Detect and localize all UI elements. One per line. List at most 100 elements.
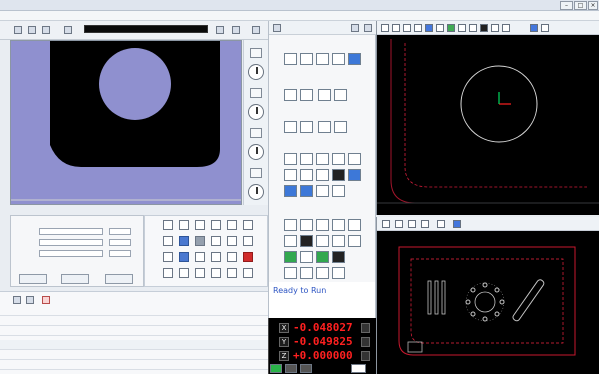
lock-icon[interactable] [232, 26, 240, 34]
cancel-button[interactable] [105, 274, 133, 284]
circle-feature-icon[interactable] [300, 169, 313, 181]
duplicate-icon[interactable] [318, 89, 331, 101]
edge-icon[interactable] [195, 236, 205, 246]
cad-options-icon[interactable] [502, 24, 510, 32]
results-export-icon[interactable] [26, 296, 34, 304]
camera-icon[interactable] [14, 26, 22, 34]
paste-icon[interactable] [300, 89, 313, 101]
panel-options-icon[interactable] [351, 24, 359, 32]
distance-feature-icon[interactable] [332, 153, 345, 165]
cad-bottom-pan-icon[interactable] [395, 220, 403, 228]
cone-feature-icon[interactable] [300, 185, 313, 197]
cad-view-top[interactable] [376, 21, 599, 215]
threshold-field[interactable] [39, 239, 103, 246]
view-layout-icon[interactable] [334, 121, 347, 133]
view-window-icon[interactable] [318, 121, 331, 133]
rectangle-icon[interactable] [195, 220, 205, 230]
minimize-button[interactable]: – [560, 1, 573, 10]
stop-icon[interactable] [243, 252, 253, 262]
ring-icon[interactable] [227, 268, 237, 278]
laser-dial[interactable] [248, 184, 264, 200]
top-light-dial[interactable] [248, 64, 264, 80]
results-delete-icon[interactable] [42, 296, 50, 304]
cad-bottom-select-icon[interactable] [382, 220, 390, 228]
cad-pan-icon[interactable] [403, 24, 411, 32]
light-icon[interactable] [42, 26, 50, 34]
sphere-feature-icon[interactable] [348, 169, 361, 181]
pause-icon[interactable] [216, 26, 224, 34]
threshold-unit-field[interactable] [109, 239, 131, 246]
construct-plane-icon[interactable] [284, 235, 297, 247]
document-icon[interactable] [273, 24, 281, 32]
gear-icon[interactable] [243, 220, 253, 230]
cad-layers-icon[interactable] [458, 24, 466, 32]
reset-button[interactable] [19, 274, 47, 284]
construct-filter-icon[interactable] [332, 251, 345, 263]
z-zero-button[interactable] [361, 351, 370, 361]
construct-center-icon[interactable] [316, 267, 329, 279]
cad-toggle-icon[interactable] [491, 24, 499, 32]
results-row[interactable] [0, 326, 268, 336]
point-feature-icon[interactable] [284, 153, 297, 165]
filter-field[interactable] [39, 250, 103, 257]
close-panel-icon[interactable] [364, 24, 372, 32]
circle-pair-icon[interactable] [332, 185, 345, 197]
cad-measure-icon[interactable] [436, 24, 444, 32]
cad-bottom-frame-icon[interactable] [408, 220, 416, 228]
construct-dash-icon[interactable] [300, 251, 313, 263]
construct-rotate-icon[interactable] [300, 267, 313, 279]
frame-icon[interactable] [195, 252, 205, 262]
cad-zoom-icon[interactable] [392, 24, 400, 32]
arc-feature-icon[interactable] [316, 153, 329, 165]
close-button[interactable]: × [588, 1, 598, 10]
target-icon[interactable] [227, 220, 237, 230]
filter-unit-field[interactable] [109, 250, 131, 257]
cad-select-icon[interactable] [425, 24, 433, 32]
cad-blue-icon[interactable] [530, 24, 538, 32]
top-light-icon[interactable] [250, 48, 262, 58]
point-icon[interactable] [163, 220, 173, 230]
cad-green-icon[interactable] [447, 24, 455, 32]
laser-icon[interactable] [250, 168, 262, 178]
construct-gear-icon[interactable] [284, 267, 297, 279]
construct-arc-icon[interactable] [316, 219, 329, 231]
view-split-icon[interactable] [300, 121, 313, 133]
line-pair-icon[interactable] [316, 185, 329, 197]
cad-home-icon[interactable] [381, 24, 389, 32]
results-row[interactable] [0, 350, 268, 360]
stack-icon[interactable] [211, 252, 221, 262]
construct-circle-icon[interactable] [316, 251, 329, 263]
copy-icon[interactable] [284, 89, 297, 101]
cad-bottom-pointer-icon[interactable] [437, 220, 445, 228]
cad-bottom-sync-icon[interactable] [453, 220, 461, 228]
edge-field[interactable] [39, 228, 103, 235]
view-single-icon[interactable] [284, 121, 297, 133]
display-icon[interactable] [243, 268, 253, 278]
contour-icon[interactable] [211, 236, 221, 246]
angle-feature-icon[interactable] [348, 153, 361, 165]
power-icon[interactable] [351, 364, 366, 373]
results-row[interactable] [0, 360, 268, 370]
image-icon[interactable] [195, 268, 205, 278]
cad-close-icon[interactable] [541, 24, 549, 32]
construct-distance-icon[interactable] [332, 219, 345, 231]
run-icon[interactable] [348, 53, 361, 65]
camera-view[interactable] [10, 40, 242, 205]
construct-cylinder-icon[interactable] [316, 235, 329, 247]
slot-feature-icon[interactable] [316, 169, 329, 181]
circle-icon[interactable] [211, 220, 221, 230]
construct-point-icon[interactable] [284, 219, 297, 231]
back-light-icon[interactable] [250, 128, 262, 138]
construct-curve-icon[interactable] [332, 267, 345, 279]
undo-icon[interactable] [334, 89, 347, 101]
camera-capture-icon[interactable] [211, 268, 221, 278]
help-icon[interactable] [252, 26, 260, 34]
plane-feature-icon[interactable] [284, 169, 297, 181]
maximize-button[interactable]: □ [574, 1, 587, 10]
shape-icon[interactable] [227, 252, 237, 262]
construct-angle-icon[interactable] [348, 219, 361, 231]
line-icon[interactable] [227, 236, 237, 246]
results-row[interactable] [0, 316, 268, 326]
apply-button[interactable] [61, 274, 89, 284]
back-light-dial[interactable] [248, 144, 264, 160]
